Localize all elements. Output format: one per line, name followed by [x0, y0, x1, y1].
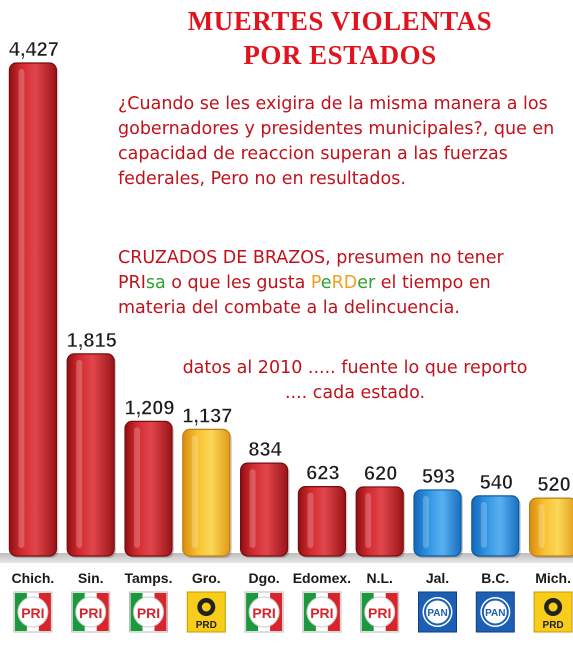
bar-highlight-bc	[480, 501, 487, 548]
commentary-line-1: CRUZADOS DE BRAZOS, presumen no tener	[118, 248, 504, 268]
commentary-paragraph-1: ¿Cuando se les exigira de la misma maner…	[118, 94, 555, 189]
logo-circle	[422, 597, 453, 627]
bar-highlight-edomex	[307, 492, 314, 548]
chart-baseline	[0, 553, 573, 563]
value-label-jal: 593	[422, 466, 455, 488]
value-label-mich: 520	[537, 474, 570, 496]
bar-jal	[413, 489, 462, 557]
bar-highlight-dgo	[249, 469, 256, 548]
category-label-nl: N.L.	[366, 570, 392, 586]
logo-circle	[75, 596, 107, 628]
logo-text: PRI	[21, 605, 44, 621]
logo-text: PRI	[79, 605, 102, 621]
value-label-sin: 1,815	[67, 330, 117, 352]
logo-text: PRD	[196, 620, 217, 631]
bar-dgo	[240, 462, 289, 557]
wordplay-p: P	[310, 273, 321, 293]
logo-text: PAN	[427, 608, 447, 619]
value-label-tamps: 1,209	[124, 397, 174, 419]
bar-highlight-sin	[76, 359, 83, 548]
logo-circle	[248, 596, 280, 628]
logo-circle	[306, 596, 338, 628]
party-logo-pan: PAN	[475, 591, 515, 633]
logo-text: PRD	[543, 620, 564, 631]
commentary-paragraph-2: CRUZADOS DE BRAZOS, presumen no tener PR…	[118, 246, 568, 321]
bar-highlight-tamps	[134, 427, 140, 548]
bar-tamps	[124, 420, 173, 557]
chart-title-line-1: MUERTES VIOLENTAS	[187, 6, 493, 36]
category-label-edomex: Edomex.	[293, 570, 351, 586]
logo-circle	[17, 596, 49, 628]
source-note-line-2: .... cada estado.	[284, 383, 426, 403]
value-label-bc: 540	[480, 472, 513, 494]
bar-bc	[471, 495, 520, 557]
bar-nl	[355, 486, 404, 557]
party-logo-pan: PAN	[418, 591, 457, 633]
source-note-line-1: datos al 2010 ..... fuente lo que report…	[182, 358, 528, 378]
category-label-tamps: Tamps.	[125, 570, 173, 586]
category-label-chich: Chich.	[12, 570, 55, 586]
value-label-edomex: 623	[306, 463, 339, 485]
logo-text: PRI	[310, 605, 333, 621]
value-label-gro: 1,137	[182, 405, 232, 427]
party-logo-pri: PRI	[360, 591, 400, 633]
bar-gro	[182, 428, 231, 557]
logo-circle	[480, 597, 511, 627]
party-logo-pri: PRI	[129, 591, 168, 633]
commentary-line-2: PRIsa o que les gusta PeRDer el tiempo e…	[118, 271, 568, 296]
logo-ring	[481, 598, 509, 626]
logo-sun-center	[548, 602, 558, 612]
party-logo-prd: PRD	[186, 591, 226, 633]
category-label-dgo: Dgo.	[249, 570, 280, 586]
logo-text: PAN	[485, 608, 505, 619]
wordplay-end: el tiempo en	[375, 273, 491, 293]
bar-highlight-jal	[423, 495, 429, 548]
bar-edomex	[297, 486, 346, 557]
wordplay-sa: sa	[145, 273, 166, 293]
party-logo-pri: PRI	[13, 591, 53, 633]
party-logo-prd: PRD	[533, 591, 573, 633]
wordplay-pri: PRI	[118, 273, 146, 293]
value-label-dgo: 834	[248, 439, 282, 461]
bar-chich	[8, 62, 57, 557]
category-label-mich: Mich.	[535, 570, 571, 586]
category-label-sin: Sin.	[78, 570, 104, 586]
chart-title-line-2: POR ESTADOS	[243, 40, 437, 70]
party-logo-pri: PRI	[302, 591, 342, 633]
logo-sun-center	[201, 602, 211, 612]
wordplay-middle: o que les gusta	[165, 273, 311, 293]
bar-mich	[529, 497, 573, 557]
logo-text: PRI	[368, 605, 391, 621]
logo-circle	[133, 596, 164, 628]
logo-text: PRI	[137, 605, 160, 621]
bar-sin	[66, 353, 115, 557]
party-logo-pri: PRI	[244, 591, 284, 633]
wordplay-rd: RD	[331, 273, 358, 293]
bar-highlight-mich	[538, 504, 545, 548]
value-label-nl: 620	[364, 463, 397, 485]
party-logo-pri: PRI	[71, 591, 111, 633]
bar-highlight-chich	[18, 69, 25, 548]
wordplay-e: e	[320, 273, 332, 293]
commentary-line-3: materia del combate a la delincuencia.	[118, 298, 460, 318]
bar-highlight-gro	[191, 435, 198, 548]
category-label-jal: Jal.	[426, 570, 449, 586]
logo-text: PRI	[252, 605, 275, 621]
wordplay-er: er	[357, 273, 376, 293]
category-label-bc: B.C.	[481, 570, 509, 586]
logo-ring	[424, 598, 451, 626]
bar-highlight-nl	[365, 492, 372, 548]
category-label-gro: Gro.	[192, 570, 221, 586]
source-note: datos al 2010 ..... fuente lo que report…	[165, 356, 545, 406]
value-label-chich: 4,427	[9, 39, 59, 61]
logo-circle	[364, 596, 396, 628]
